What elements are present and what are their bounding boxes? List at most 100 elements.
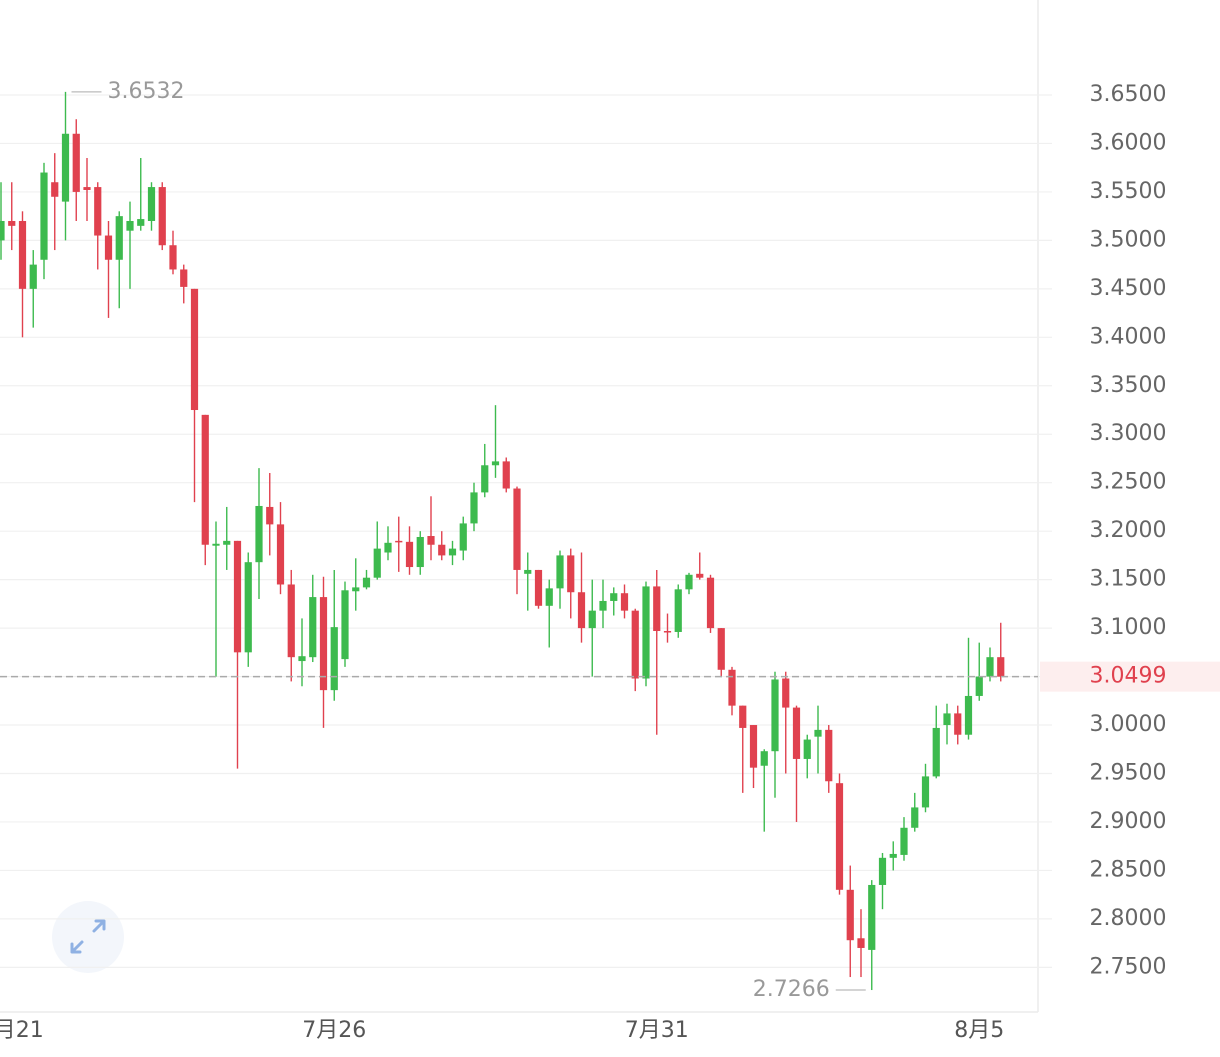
candle-body	[911, 807, 919, 828]
candle-body	[846, 889, 854, 941]
candle-body	[470, 492, 478, 524]
candle-body	[276, 524, 285, 585]
candle-body	[244, 562, 252, 653]
y-tick-label: 2.9000	[1090, 809, 1167, 834]
y-tick-label: 2.9500	[1090, 760, 1167, 785]
candle-body	[825, 729, 833, 782]
candle-body	[857, 938, 865, 948]
y-tick-label: 3.4500	[1090, 276, 1167, 301]
candle-body	[83, 187, 91, 190]
candle-body	[180, 269, 188, 287]
candle-body	[749, 725, 758, 768]
candle-body	[728, 669, 736, 706]
y-tick-label: 3.2000	[1090, 518, 1167, 543]
candle-body	[94, 187, 102, 236]
candle-body	[158, 187, 166, 246]
expand-icon[interactable]	[70, 919, 106, 954]
candle-body	[975, 676, 983, 696]
candle-body	[319, 597, 328, 691]
candle-body	[438, 544, 446, 556]
candle-body	[921, 776, 930, 808]
candle-body	[610, 593, 618, 601]
candle-body	[997, 657, 1005, 677]
candle-body	[233, 540, 242, 653]
last-price-label: 3.0499	[1090, 664, 1167, 689]
candle-body	[126, 220, 134, 231]
candle-body	[341, 590, 349, 660]
candle-body	[900, 827, 908, 855]
y-tick-label: 2.8000	[1090, 906, 1167, 931]
expand-button-bg[interactable]	[52, 901, 124, 973]
candle-body	[104, 235, 113, 260]
expand-button[interactable]	[52, 901, 124, 973]
candle-body	[642, 586, 650, 679]
y-tick-label: 3.5000	[1090, 227, 1167, 252]
y-tick-label: 3.3500	[1090, 373, 1167, 398]
candle-body	[427, 536, 435, 545]
candle-body	[889, 853, 897, 858]
candle-body	[545, 588, 553, 606]
candle-body	[72, 133, 80, 192]
candle-body	[448, 548, 457, 556]
candle-body	[556, 555, 564, 589]
candle-body	[190, 288, 199, 411]
y-tick-label: 3.6500	[1090, 82, 1167, 107]
candle-body	[534, 569, 543, 606]
candle-body	[771, 679, 779, 752]
candle-body	[696, 573, 704, 578]
x-tick-label: 8月5	[954, 1018, 1004, 1043]
candle-body	[739, 705, 747, 728]
candle-body	[405, 541, 414, 568]
candle-body	[577, 592, 586, 629]
candle-body	[878, 857, 887, 885]
candle-body	[599, 600, 607, 611]
candle-body	[524, 569, 532, 574]
candle-body	[61, 133, 70, 202]
x-tick-label: 7月21	[0, 1018, 44, 1043]
y-tick-label: 3.2500	[1090, 470, 1167, 495]
min-label: 2.7266	[753, 977, 830, 1002]
candle-body	[137, 219, 145, 226]
candle-body	[255, 505, 263, 563]
candle-body	[287, 584, 295, 658]
candle-body	[685, 574, 693, 590]
candle-body	[169, 245, 177, 270]
candle-body	[868, 884, 876, 950]
candle-body	[8, 220, 16, 226]
y-tick-label: 3.1500	[1090, 567, 1167, 592]
candle-body	[18, 220, 27, 289]
candle-body	[954, 713, 962, 735]
candle-body	[782, 678, 790, 708]
candle-body	[266, 506, 274, 525]
candle-body	[653, 586, 661, 632]
candle-body	[706, 577, 715, 629]
candle-body	[986, 657, 994, 677]
candle-body	[674, 589, 682, 632]
candle-body	[352, 587, 360, 592]
candle-body	[51, 182, 59, 197]
candle-body	[459, 523, 467, 551]
y-tick-label: 3.1000	[1090, 615, 1167, 640]
candle-body	[395, 540, 403, 543]
candle-body	[943, 713, 951, 726]
candle-body	[491, 461, 500, 466]
candle-body	[620, 593, 629, 611]
candle-body	[212, 543, 220, 546]
candle-body	[29, 264, 37, 289]
last-price-badge	[1040, 661, 1220, 692]
candle-body	[502, 461, 510, 489]
candle-body	[40, 172, 48, 260]
y-tick-label: 3.5500	[1090, 179, 1167, 204]
y-tick-label: 3.3000	[1090, 421, 1167, 446]
candle-body	[631, 610, 639, 679]
candle-body	[513, 488, 521, 570]
candle-body	[330, 627, 338, 691]
candle-body	[362, 577, 371, 588]
candle-body	[115, 216, 123, 260]
candle-body	[814, 729, 822, 737]
candle-body	[803, 739, 811, 759]
candle-body	[932, 727, 940, 777]
y-tick-label: 2.8500	[1090, 857, 1167, 882]
